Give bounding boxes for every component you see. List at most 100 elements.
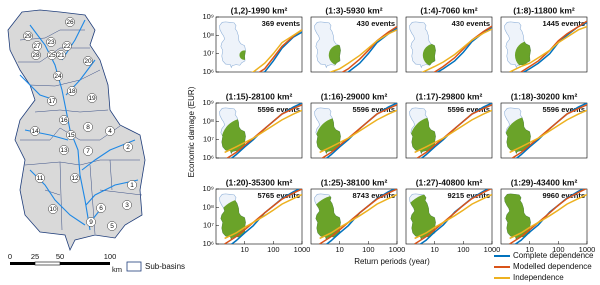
scale-label: 0 [8,252,12,261]
y-tick-label: 10⁸ [202,30,214,39]
basin-marker [66,130,76,140]
series-line [416,104,492,158]
basin-marker [122,200,132,210]
panel-title: (1:27)-40800 km² [416,177,483,187]
series-line [414,189,492,244]
event-count: 8743 events [352,191,395,200]
x-axis-label: Return periods (year) [354,257,430,266]
basin-label: 20 [84,58,92,65]
basin-marker [47,50,57,60]
scale-label: 25 [31,252,39,261]
panel: (1:20)-35300 km² 5765 events 10⁶ 10⁷ 10⁸ 10⁹ 1… [202,177,310,254]
basin-marker [59,115,69,125]
basin-label: 19 [88,95,96,102]
basin-label: 1 [130,182,134,189]
scale-bar-segment [60,262,110,265]
panel-title: (1:17)-29800 km² [416,91,483,101]
basin-label: 5 [110,223,114,230]
panel-title: (1:20)-35300 km² [226,177,293,187]
panel-title: (1:8)-11800 km² [513,5,575,15]
x-tick-label: 100 [267,245,280,254]
basin-label: 23 [47,39,55,46]
series-line [224,109,302,154]
basin-label: 10 [49,206,57,213]
basin-label: 24 [54,73,62,80]
basin-marker [53,71,63,81]
basin-label: 28 [32,52,40,59]
basin-label: 13 [60,147,68,154]
basin-marker [35,173,45,183]
y-tick-label: 10⁶ [203,239,214,248]
series-line [226,104,302,158]
x-tick-label: 1000 [484,245,501,254]
basin-marker [127,180,137,190]
basin-label: 18 [68,88,76,95]
basin-label: 4 [108,128,112,135]
panel: (1:8)-11800 km² 1445 events [500,5,588,73]
basin-label: 6 [99,205,103,212]
panel: (1:25)-38100 km² 8743 events 10 100 1000 [310,177,405,254]
series-line [509,109,587,154]
y-tick-label: 10⁸ [202,116,214,125]
basin-marker [107,221,117,231]
series-line [319,189,397,244]
x-tick-label: 100 [552,245,565,254]
basin-marker [86,217,96,227]
basin-marker [48,204,58,214]
basin-label: 29 [24,33,32,40]
panel: (1:29)-43400 km² 9960 events 10 100 1000 [500,177,595,254]
panel: (1:27)-40800 km² 9215 events 10 100 1000 [405,177,501,254]
event-count: 5596 events [447,105,490,114]
series-line [319,109,397,154]
basin-marker [31,50,41,60]
series-line [421,28,492,72]
panel: (1:15)-28100 km² 5596 events 10⁶ 10⁷ 10⁸ 10⁹ [202,91,303,162]
basin-label: 27 [33,43,41,50]
series-line [509,189,587,244]
basin-label: 26 [66,19,74,26]
series-line [224,193,302,240]
panel: (1:4)-7060 km² 430 events [405,5,493,73]
panel-title: (1:25)-38100 km² [321,177,388,187]
basin-label: 12 [71,175,79,182]
map-legend: Sub-basins [145,262,185,271]
y-tick-label: 10⁷ [203,221,214,230]
basin-label: 7 [86,148,90,155]
basin-outline [7,9,146,251]
series-line [262,31,302,72]
event-count: 430 events [452,19,490,28]
x-tick-label: 10 [430,245,438,254]
series-line [414,109,492,154]
event-count: 9215 events [447,191,490,200]
event-count: 1445 events [542,19,585,28]
y-tick-label: 10⁹ [202,184,214,193]
basin-label: 9 [89,219,93,226]
scale-bar-segment [10,262,35,265]
series-line [511,104,587,158]
series-line [258,29,302,72]
legend-label: Complete dependence [513,251,594,260]
basin-label: 15 [67,132,75,139]
basin-marker [23,31,33,41]
y-tick-label: 10⁷ [203,49,214,58]
panel-title: (1:16)-29000 km² [321,91,388,101]
basin-marker [83,122,93,132]
scale-label: 50 [56,252,64,261]
basin-marker [87,93,97,103]
panel: (1:16)-29000 km² 5596 events [310,91,398,159]
scale-unit: km [112,265,122,274]
basin-label: 22 [63,43,71,50]
basin-marker [59,145,69,155]
basin-marker [47,96,57,106]
x-tick-label: 100 [457,245,470,254]
x-tick-label: 10 [335,245,343,254]
series-line [509,25,587,72]
series-line [319,193,397,240]
x-tick-label: 10 [240,245,248,254]
basin-marker [105,126,115,136]
series-line [341,25,397,72]
series-line [329,29,397,72]
legend-label: Modelled dependence [513,262,592,271]
